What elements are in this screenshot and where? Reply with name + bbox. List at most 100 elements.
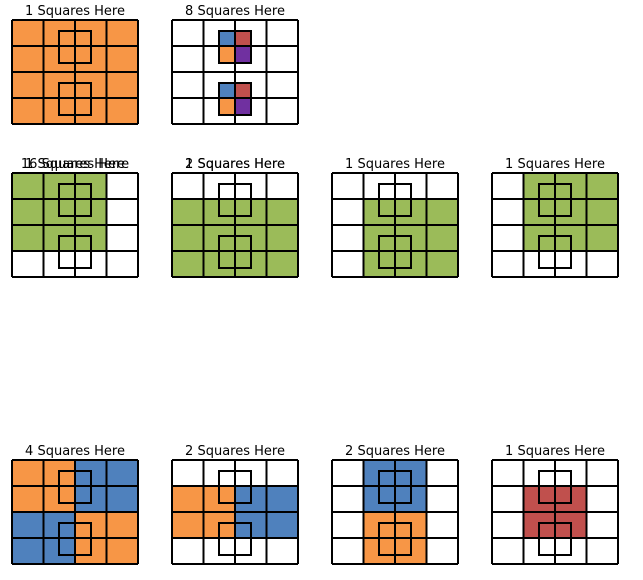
- grid-cell: [12, 98, 44, 124]
- grid-cell: [332, 538, 364, 564]
- grid-cell: [12, 199, 44, 225]
- highlight-square: [218, 522, 252, 556]
- grid-cell: [332, 173, 364, 199]
- grid-cell: [492, 460, 524, 486]
- panel-label: 1 Squares Here: [25, 4, 125, 19]
- grid-cell: [266, 173, 298, 199]
- grid-cell: [266, 251, 298, 277]
- panel-label: 1 Squares Here: [345, 157, 445, 172]
- grid-cell: [492, 486, 524, 512]
- square-quadrant: [219, 99, 235, 115]
- grid-cell: [172, 98, 204, 124]
- square-quadrant: [555, 471, 571, 487]
- highlight-square: [218, 235, 252, 269]
- panel-label: 4 Squares Here: [25, 444, 125, 459]
- square-quadrant: [539, 539, 555, 555]
- grid-cell: [12, 46, 44, 72]
- grid-cell: [586, 538, 618, 564]
- panel-label: 2 Squares Here: [345, 444, 445, 459]
- square-quadrant: [219, 47, 235, 63]
- panel-label: 1 Squares Here: [505, 157, 605, 172]
- grid-cell: [172, 486, 204, 512]
- grid-cell: [266, 538, 298, 564]
- highlight-square: [58, 82, 92, 116]
- grid-cell: [172, 46, 204, 72]
- highlight-square: [58, 470, 92, 504]
- square-quadrant: [75, 236, 91, 252]
- square-quadrant: [59, 252, 75, 268]
- grid-cell: [172, 538, 204, 564]
- puzzle-panel: 1 Squares Here: [491, 444, 619, 565]
- puzzle-panel: 1 Squares Here: [11, 157, 139, 278]
- square-quadrant: [219, 184, 235, 200]
- grid-cell: [426, 512, 458, 538]
- square-quadrant: [539, 236, 555, 252]
- grid-cell: [492, 199, 524, 225]
- highlight-square: [378, 235, 412, 269]
- grid-cell: [492, 173, 524, 199]
- grid-cell: [266, 199, 298, 225]
- puzzle-panel: 1 Squares Here: [171, 157, 299, 278]
- grid-cell: [266, 512, 298, 538]
- square-quadrant: [235, 539, 251, 555]
- highlight-square: [218, 30, 252, 64]
- highlight-square: [538, 522, 572, 556]
- panel-label: 1 Squares Here: [185, 157, 285, 172]
- square-quadrant: [219, 539, 235, 555]
- highlight-square: [538, 470, 572, 504]
- puzzle-panel: 2 Squares Here: [331, 444, 459, 565]
- square-quadrant: [219, 471, 235, 487]
- highlight-square: [58, 183, 92, 217]
- grid-cell: [12, 512, 44, 538]
- highlight-square: [218, 82, 252, 116]
- highlight-square: [218, 470, 252, 504]
- square-quadrant: [555, 539, 571, 555]
- puzzle-panel: 1 Squares Here: [331, 157, 459, 278]
- highlight-square: [58, 522, 92, 556]
- grid-cell: [12, 460, 44, 486]
- square-quadrant: [219, 83, 235, 99]
- square-quadrant: [555, 252, 571, 268]
- grid-cell: [106, 512, 138, 538]
- grid-cell: [106, 20, 138, 46]
- grid-cell: [492, 251, 524, 277]
- grid-cell: [586, 512, 618, 538]
- grid-cell: [12, 20, 44, 46]
- square-quadrant: [379, 184, 395, 200]
- square-quadrant: [219, 487, 235, 503]
- grid-cell: [106, 72, 138, 98]
- grid-cell: [426, 486, 458, 512]
- square-quadrant: [539, 252, 555, 268]
- square-quadrant: [235, 99, 251, 115]
- grid-cell: [332, 251, 364, 277]
- square-quadrant: [235, 83, 251, 99]
- square-quadrant: [539, 487, 555, 503]
- grid-cell: [172, 20, 204, 46]
- square-quadrant: [235, 471, 251, 487]
- square-quadrant: [235, 523, 251, 539]
- grid-cell: [106, 173, 138, 199]
- panel-label: 16 Squares Here: [21, 157, 129, 172]
- puzzle-panel: 1 Squares Here: [11, 4, 139, 125]
- grid-cell: [12, 251, 44, 277]
- grid-cell: [172, 512, 204, 538]
- square-quadrant: [235, 31, 251, 47]
- grid-cell: [586, 251, 618, 277]
- panel-label: 2 Squares Here: [185, 444, 285, 459]
- grid-cell: [12, 173, 44, 199]
- grid-cell: [426, 225, 458, 251]
- grid-cell: [426, 173, 458, 199]
- grid-cell: [12, 538, 44, 564]
- panel-label: 8 Squares Here: [185, 4, 285, 19]
- grid-cell: [492, 512, 524, 538]
- grid-cell: [426, 460, 458, 486]
- grid-cell: [172, 251, 204, 277]
- panel-label: 1 Squares Here: [505, 444, 605, 459]
- grid-cell: [492, 538, 524, 564]
- grid-cell: [266, 46, 298, 72]
- panel-label: 1 Squares Here: [25, 157, 125, 172]
- grid-cell: [12, 72, 44, 98]
- grid-cell: [426, 538, 458, 564]
- grid-cell: [106, 225, 138, 251]
- grid-cell: [12, 486, 44, 512]
